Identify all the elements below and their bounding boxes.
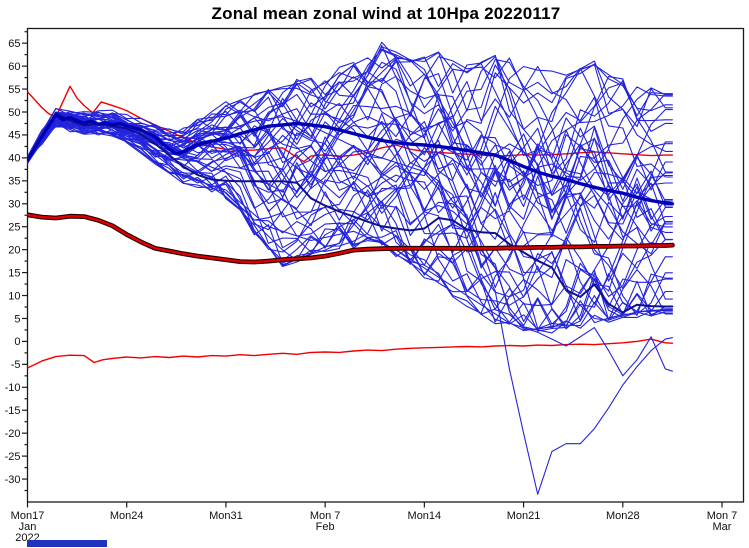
control-forecast-line [27, 111, 674, 314]
y-tick-label: 65 [8, 38, 20, 50]
y-tick-label: 60 [8, 61, 20, 73]
y-tick-label: 40 [8, 153, 20, 165]
y-tick-label: 35 [8, 176, 20, 188]
y-tick-label: -10 [5, 382, 21, 394]
ensemble-member-line [27, 80, 673, 249]
ensemble-member-line [27, 115, 673, 330]
y-tick-label: -15 [5, 405, 21, 417]
y-tick-label: 50 [8, 107, 20, 119]
y-tick-label: -30 [5, 474, 21, 486]
ensemble-member-line [27, 109, 673, 314]
y-tick-label: 15 [8, 267, 20, 279]
y-tick-label: -25 [5, 451, 21, 463]
y-tick-label: 20 [8, 244, 20, 256]
y-tick-label: 5 [14, 313, 20, 325]
y-tick-label: 10 [8, 290, 20, 302]
outlier-member-low-line [27, 118, 673, 377]
ensemble-member-line [27, 120, 673, 289]
y-tick-label: 25 [8, 222, 20, 234]
ensemble-member-line [27, 119, 673, 266]
ensemble-member-line [27, 86, 673, 246]
ensemble-member-line [27, 41, 673, 177]
x-tick-label: Mon21 [507, 510, 541, 522]
x-tick-label: Mon24 [110, 510, 144, 522]
chart-title: Zonal mean zonal wind at 10Hpa 20220117 [211, 4, 561, 23]
ensemble-member-line [27, 46, 673, 164]
x-tick-label: Jan [19, 521, 37, 533]
x-tick-label: Mon17 [11, 510, 45, 522]
y-tick-label: 30 [8, 199, 20, 211]
outlier-member-crash-line [27, 116, 673, 495]
x-tick-label: Mon 7 [310, 510, 341, 522]
y-tick-label: -5 [11, 359, 21, 371]
ensemble-member-line [27, 61, 673, 323]
climate-lower-line [27, 338, 674, 369]
x-tick-label: Feb [316, 521, 335, 533]
x-tick-label: Mon31 [209, 510, 243, 522]
ensemble-mean-line [27, 113, 675, 206]
ensemble-member-line [27, 60, 673, 162]
x-tick-label: Mon 7 [707, 510, 738, 522]
logo-bar [27, 540, 107, 547]
x-tick-label: Mar [713, 521, 732, 533]
y-tick-label: 45 [8, 130, 20, 142]
plot-border [26, 27, 745, 503]
climate-mean-line [27, 213, 674, 264]
y-tick-label: -20 [5, 428, 21, 440]
ensemble-member-line [27, 122, 673, 240]
x-tick-label: Mon14 [408, 510, 442, 522]
y-tick-label: 0 [14, 336, 20, 348]
x-tick-label: Mon28 [606, 510, 640, 522]
ensemble-member-line [27, 56, 673, 172]
y-tick-label: 55 [8, 84, 20, 96]
